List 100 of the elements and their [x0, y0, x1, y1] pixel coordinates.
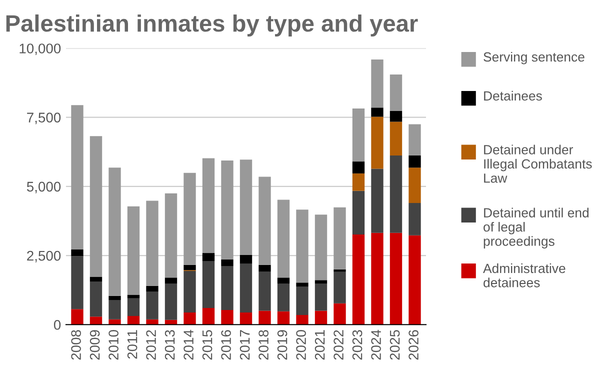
bar [221, 266, 234, 310]
bar [146, 291, 158, 320]
bar [71, 249, 84, 256]
legend-label: Serving sentence [484, 52, 584, 64]
bar [240, 160, 252, 255]
bar [184, 172, 196, 265]
chart-title: Palestinian inmates by type and year [6, 14, 418, 36]
x-tick-label: 2008 [71, 330, 81, 360]
y-tick-label: 0 [54, 320, 61, 330]
x-tick-label: 2026 [408, 330, 418, 360]
bar [108, 296, 121, 300]
x-tick-label: 2024 [371, 330, 381, 360]
bar [202, 308, 215, 325]
bar [314, 214, 328, 280]
bar [277, 278, 290, 284]
bar [371, 232, 384, 325]
x-tick-label: 2015 [202, 330, 212, 360]
bar [258, 310, 271, 325]
bar [352, 108, 365, 162]
legend-label: Detained under Illegal Combatants Law [484, 144, 592, 183]
x-tick-label: 2011 [127, 330, 138, 359]
bar [146, 200, 158, 286]
bar [296, 282, 308, 286]
bar [408, 124, 421, 156]
bar [408, 235, 421, 325]
bar [127, 298, 140, 316]
bar [352, 162, 365, 174]
bar [408, 203, 421, 236]
bar [371, 168, 384, 233]
bar [146, 286, 158, 292]
bar [390, 232, 402, 325]
bar [371, 60, 384, 108]
bar [390, 110, 402, 122]
bar [390, 155, 402, 233]
bar [71, 256, 84, 310]
bar [352, 173, 365, 191]
bar [277, 283, 290, 312]
bar [164, 283, 178, 320]
bar [202, 158, 215, 254]
bar [202, 253, 215, 262]
bar [90, 316, 102, 325]
bar [202, 261, 215, 308]
bar [108, 168, 121, 296]
legend-label: Detainees [484, 90, 542, 101]
x-tick-label: 2012 [146, 330, 156, 360]
x-tick-label: 2010 [108, 330, 118, 360]
y-tick-label: 2,500 [27, 250, 61, 262]
bar [221, 160, 234, 260]
bar [164, 193, 178, 278]
bar [371, 108, 384, 117]
x-tick-label: 2016 [221, 330, 231, 360]
bar [71, 105, 84, 250]
x-tick-label: 2014 [184, 330, 194, 360]
x-tick-label: 2021 [314, 330, 325, 360]
legend-label: Detained until end of legal proceedings [484, 208, 589, 248]
bar [277, 200, 290, 278]
bar [296, 210, 308, 283]
y-tick-label: 7,500 [27, 112, 61, 124]
x-tick-label: 2022 [334, 330, 344, 360]
bar [221, 259, 234, 266]
bar [108, 300, 121, 320]
bar [314, 283, 328, 311]
bar [258, 264, 271, 272]
bar [184, 264, 196, 270]
bar [258, 176, 271, 265]
bar [296, 314, 308, 325]
bar [184, 271, 196, 312]
y-tick-label: 5,000 [26, 182, 61, 194]
bar [352, 190, 365, 235]
bar [371, 116, 384, 169]
bar [408, 155, 421, 168]
bar [164, 278, 178, 284]
x-tick-label: 2025 [390, 330, 400, 360]
bar [240, 312, 252, 325]
x-tick-label: 2009 [90, 330, 100, 360]
x-tick-label: 2013 [164, 330, 175, 360]
bar [277, 311, 290, 325]
bar [352, 234, 365, 325]
bar [184, 312, 196, 325]
bar [258, 272, 271, 311]
y-tick-label: 10,000 [20, 44, 61, 56]
legend-label: Administrative detainees [483, 263, 566, 288]
bar [127, 294, 140, 298]
bar [334, 269, 346, 272]
bar [296, 286, 308, 315]
bar [314, 280, 328, 284]
x-tick-label: 2020 [296, 330, 306, 360]
bar [334, 207, 346, 270]
bar [408, 168, 421, 204]
bar [127, 206, 140, 295]
x-tick-label: 2017 [240, 330, 250, 360]
x-tick-label: 2019 [277, 330, 288, 360]
x-tick-label: 2023 [352, 330, 362, 360]
bar [334, 272, 346, 304]
bar [390, 74, 402, 111]
bar [71, 309, 84, 325]
bar [90, 276, 102, 282]
bar [90, 282, 102, 317]
bar [334, 303, 346, 325]
bar [390, 122, 402, 156]
